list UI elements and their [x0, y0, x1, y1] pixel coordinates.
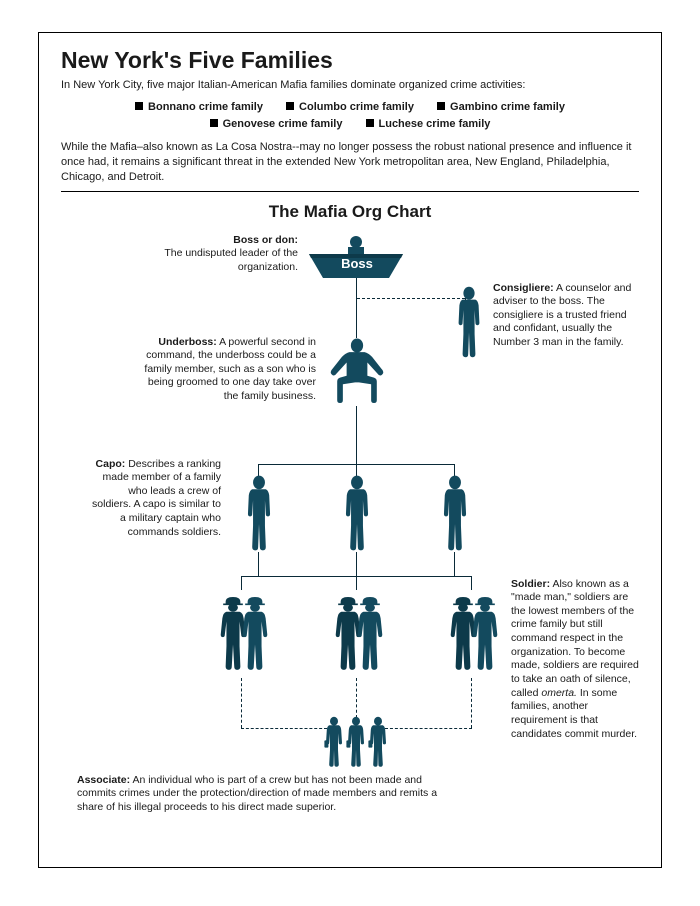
capo-icon	[242, 474, 276, 552]
associate-icon	[322, 716, 346, 768]
connector-dashed	[241, 728, 327, 729]
boss-badge: Boss	[337, 256, 377, 271]
family-item: Gambino crime family	[437, 99, 565, 117]
connector-dashed	[241, 678, 242, 728]
page-title: New York's Five Families	[61, 47, 639, 74]
connector	[356, 406, 357, 464]
underboss-text: Underboss: A powerful second in command,…	[136, 336, 316, 404]
connector-dashed	[385, 728, 472, 729]
consigliere-icon	[453, 286, 485, 358]
associate-icon	[366, 716, 390, 768]
soldier-icon	[467, 588, 503, 678]
capo-text: Capo: Describes a ranking made member of…	[91, 458, 221, 540]
soldier-icon	[237, 588, 273, 678]
capo-icon	[438, 474, 472, 552]
connector-dashed	[471, 678, 472, 728]
connector	[258, 552, 259, 576]
boss-text: Boss or don: The undisputed leader of th…	[153, 234, 298, 275]
family-item: Bonnano crime family	[135, 99, 263, 117]
families-list: Bonnano crime family Columbo crime famil…	[61, 99, 639, 134]
consigliere-text: Consigliere: A counselor and adviser to …	[493, 282, 635, 350]
connector	[454, 552, 455, 576]
associate-icon	[344, 716, 368, 768]
connector	[356, 278, 357, 338]
capo-icon	[340, 474, 374, 552]
family-item: Genovese crime family	[210, 116, 343, 134]
associate-text: Associate: An individual who is part of …	[77, 774, 447, 815]
chart-title: The Mafia Org Chart	[61, 202, 639, 222]
connector	[356, 552, 357, 576]
divider	[61, 191, 639, 192]
family-item: Columbo crime family	[286, 99, 414, 117]
family-item: Luchese crime family	[366, 116, 491, 134]
content-frame: New York's Five Families In New York Cit…	[38, 32, 662, 868]
connector-dashed	[357, 298, 465, 299]
body-paragraph: While the Mafia–also known as La Cosa No…	[61, 140, 639, 185]
soldier-icon	[352, 588, 388, 678]
soldier-text: Soldier: Also known as a "made man," sol…	[511, 578, 641, 742]
connector-dashed	[356, 678, 357, 718]
intro-text: In New York City, five major Italian-Ame…	[61, 78, 639, 93]
underboss-icon	[324, 338, 390, 404]
org-chart: Boss Boss or don: The undisputed leader …	[61, 228, 639, 848]
